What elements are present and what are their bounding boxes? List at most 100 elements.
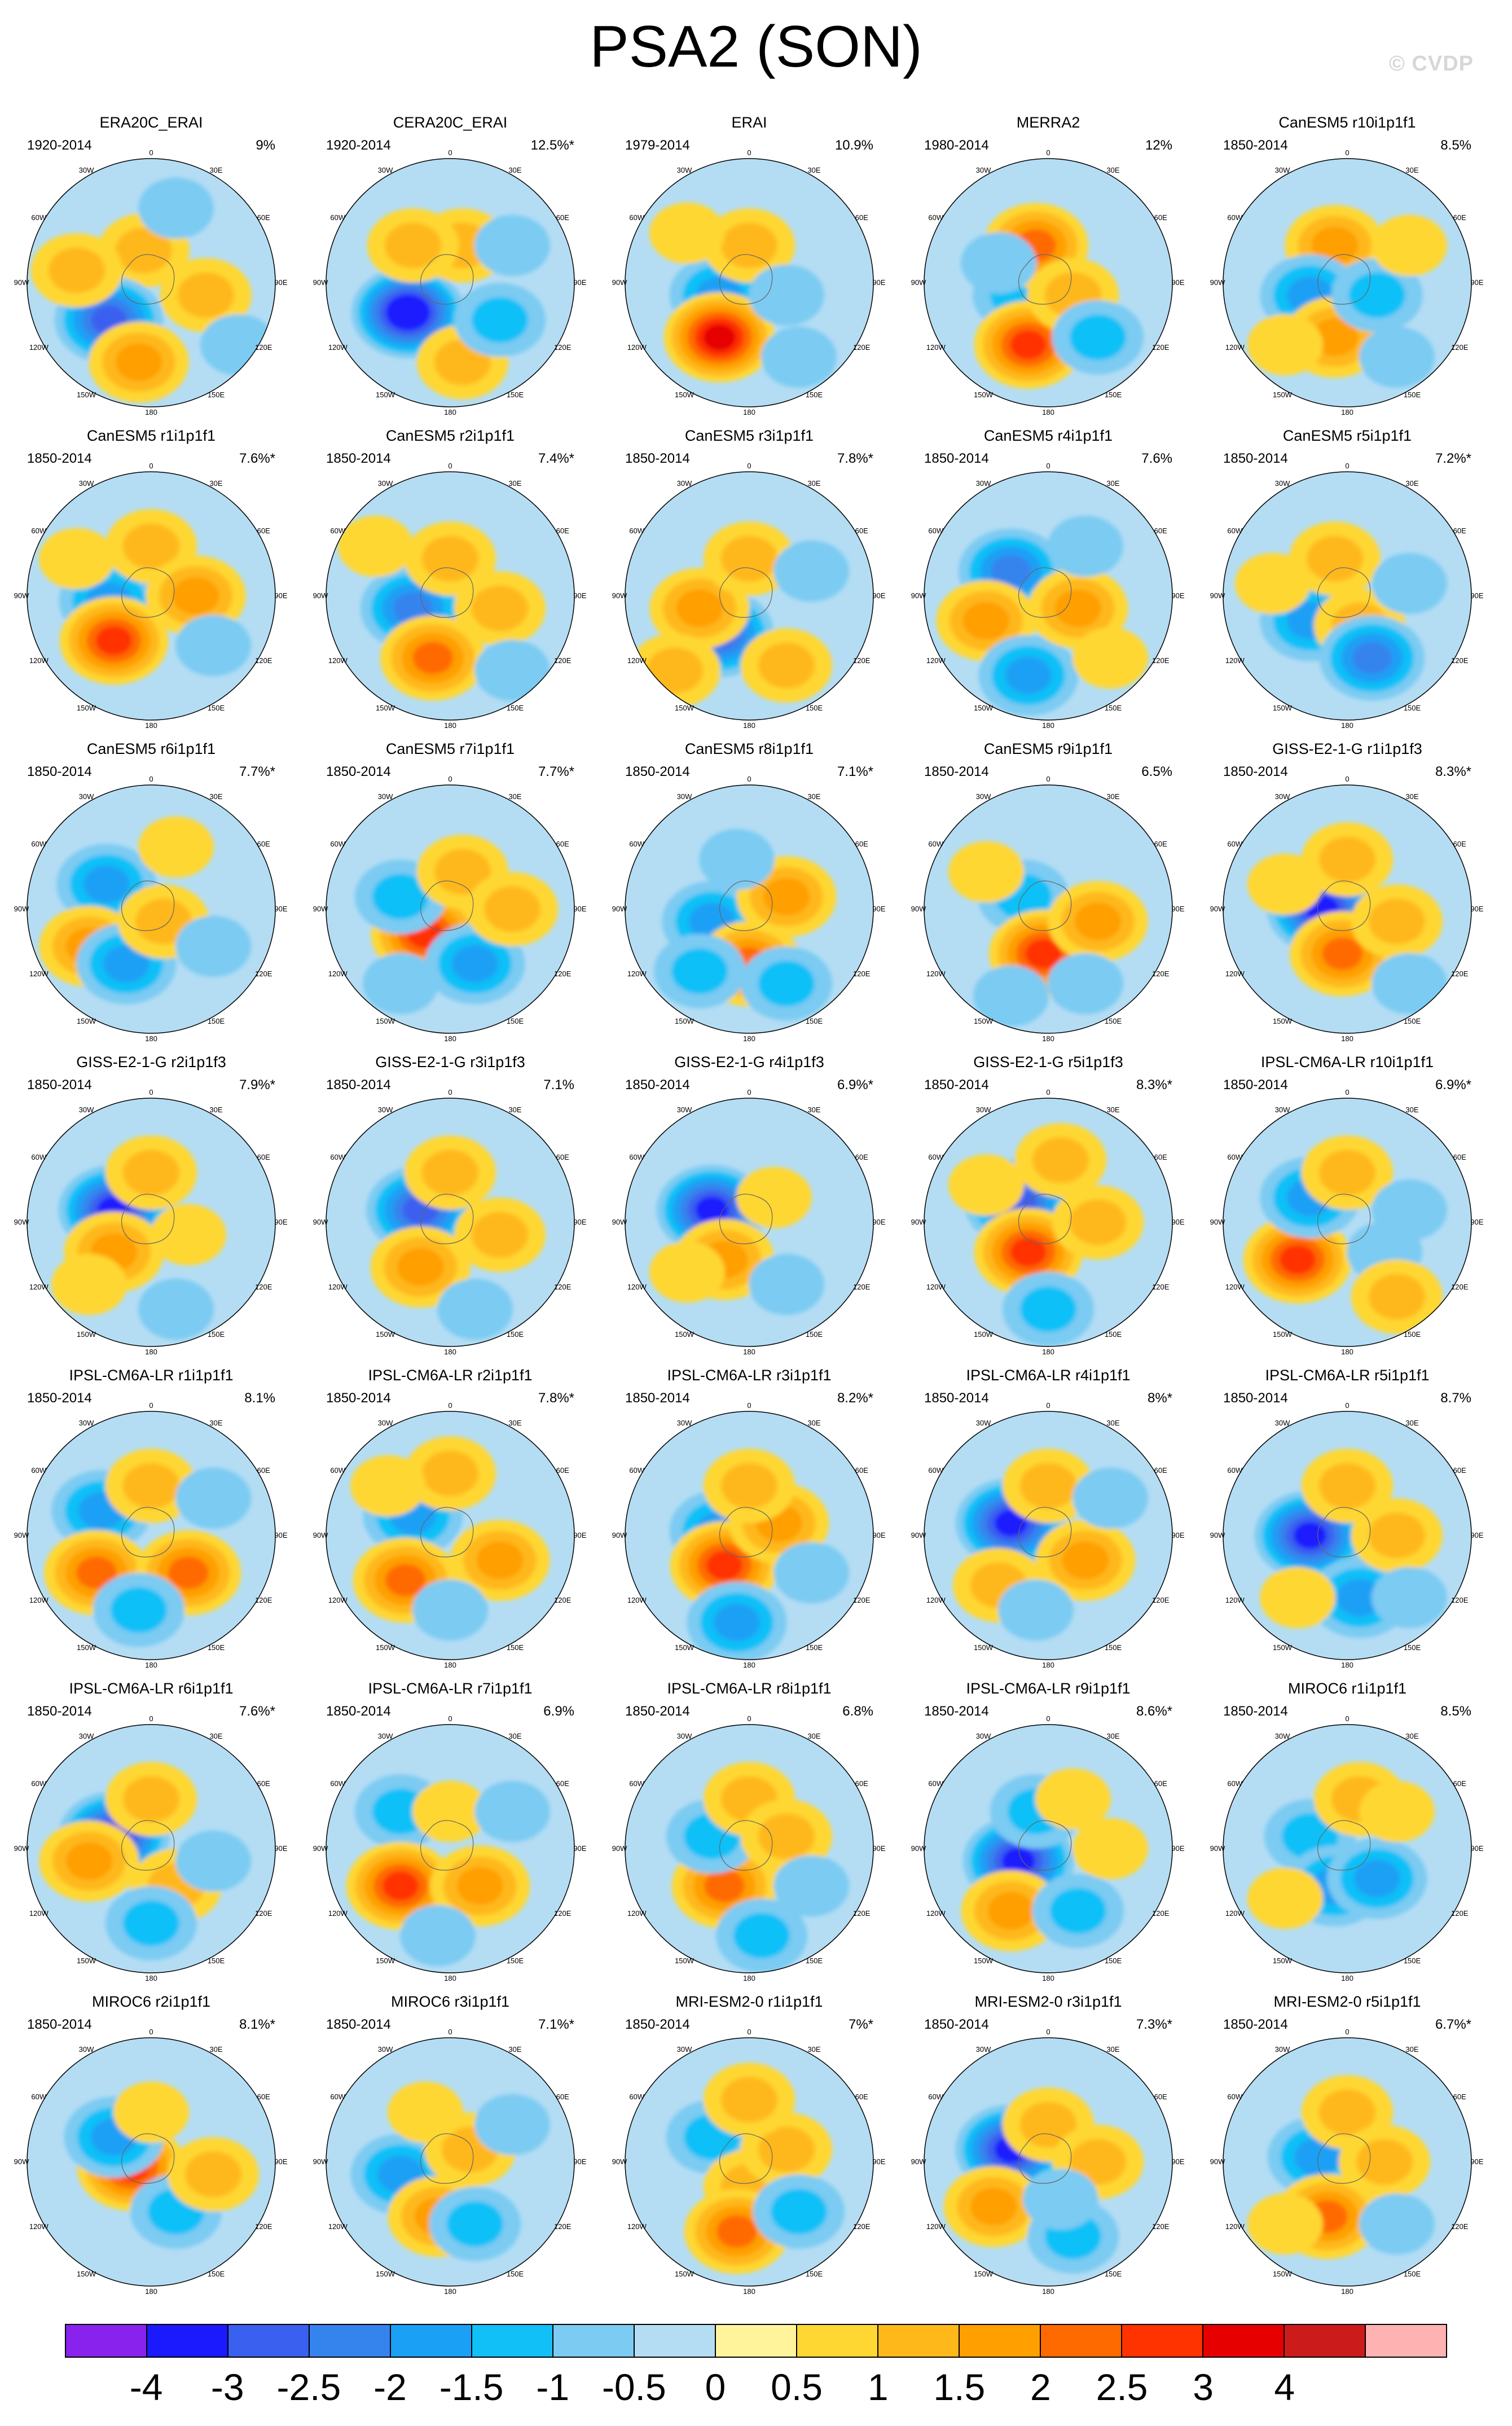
longitude-label: 60E	[556, 1153, 569, 1161]
positive-anomaly-contour	[412, 642, 453, 674]
negative-anomaly-contour	[385, 294, 430, 331]
longitude-label: 30W	[79, 792, 94, 801]
longitude-label: 150W	[1273, 1017, 1293, 1025]
polar-map: 0 30E 60E 90E 120E 150E 180 150W 120W 90W 60W 30W	[14, 2029, 288, 2296]
longitude-label: 60W	[330, 1153, 345, 1161]
longitude-label: 60E	[855, 2092, 868, 2101]
longitude-label: 60W	[1227, 213, 1242, 222]
longitude-label: 150E	[208, 1643, 225, 1652]
map-panel: IPSL-CM6A-LR r2i1p1f1 1850-2014 7.8%* 0 30E 6…	[309, 1366, 591, 1670]
panel-period: 1850-2014	[326, 1704, 391, 1719]
map-border	[326, 1411, 575, 1660]
antarctica-coastline	[420, 567, 474, 618]
panel-variance-percent: 6.7%*	[1435, 2017, 1471, 2032]
positive-anomaly-contour	[434, 849, 491, 895]
longitude-label: 60W	[928, 527, 943, 535]
positive-anomaly-contour	[65, 1842, 113, 1880]
longitude-label: 120W	[328, 343, 348, 352]
negative-anomaly-contour	[472, 297, 528, 343]
map-panel: CanESM5 r6i1p1f1 1850-2014 7.7%* 0 30E 60E 90E…	[10, 739, 292, 1044]
panel-title: IPSL-CM6A-LR r3i1p1f1	[667, 1367, 832, 1384]
longitude-label: 0	[448, 1090, 452, 1096]
longitude-label: 120E	[1451, 656, 1469, 665]
positive-anomaly-contour	[1280, 1245, 1316, 1274]
positive-anomaly-contour	[484, 886, 540, 932]
map-panel: MIROC6 r3i1p1f1 1850-2014 7.1%* 0 30E 60E 90E 1…	[309, 1992, 591, 2297]
longitude-label: 90E	[573, 591, 586, 600]
panel-period: 1920-2014	[326, 138, 391, 153]
panel-period: 1979-2014	[625, 138, 690, 153]
longitude-label: 180	[444, 721, 456, 730]
positive-anomaly-contour	[185, 2151, 241, 2197]
antarctica-coastline	[1317, 1507, 1371, 1558]
longitude-label: 60W	[629, 1779, 644, 1788]
longitude-label: 60E	[1154, 1466, 1167, 1475]
negative-anomaly-contour	[474, 2094, 550, 2156]
longitude-label: 60E	[1154, 1779, 1167, 1788]
polar-map: 0 30E 60E 90E 120E 150E 180 150W 120W 90W 60W 30W	[313, 1090, 587, 1356]
map-border	[326, 784, 575, 1034]
longitude-label: 30E	[508, 479, 521, 488]
panel-title: ERA20C_ERAI	[99, 114, 203, 131]
longitude-label: 60E	[257, 840, 270, 848]
panel-period: 1850-2014	[1223, 1390, 1288, 1406]
positive-anomaly-contour	[706, 1551, 742, 1580]
longitude-label: 120E	[554, 2222, 572, 2231]
longitude-label: 30E	[1405, 166, 1418, 174]
antarctica-coastline	[719, 1194, 773, 1244]
negative-anomaly-contour	[1049, 1888, 1106, 1934]
longitude-label: 30W	[1275, 166, 1290, 174]
polar-map: 0 30E 60E 90E 120E 150E 180 150W 120W 90W 60W 30W	[911, 1090, 1185, 1356]
colorbar-swatch	[1041, 2325, 1122, 2357]
longitude-label: 60W	[1227, 840, 1242, 848]
panel-variance-percent: 7.1%	[543, 1077, 574, 1093]
polar-map: 0 30E 60E 90E 120E 150E 180 150W 120W 90W 60W 30W	[612, 150, 886, 416]
map-border	[625, 784, 874, 1034]
polar-map: 0 30E 60E 90E 120E 150E 180 150W 120W 90W 60W 30W	[14, 1403, 288, 1669]
longitude-label: 150W	[376, 1330, 395, 1339]
polar-map: 0 30E 60E 90E 120E 150E 180 150W 120W 90W 60W 30W	[1210, 1403, 1484, 1669]
antarctica-coastline	[420, 254, 474, 305]
longitude-label: 120E	[255, 2222, 272, 2231]
longitude-label: 30E	[807, 1105, 820, 1114]
positive-anomaly-contour	[721, 1463, 777, 1509]
longitude-label: 150E	[1105, 391, 1122, 399]
longitude-label: 120E	[1152, 1909, 1170, 1918]
negative-anomaly-contour	[1020, 1286, 1076, 1332]
panel-period: 1850-2014	[326, 2017, 391, 2032]
polar-map: 0 30E 60E 90E 120E 150E 180 150W 120W 90W 60W 30W	[911, 1403, 1185, 1669]
longitude-label: 180	[444, 408, 456, 416]
longitude-label: 30E	[209, 2045, 222, 2054]
longitude-label: 150E	[806, 2270, 823, 2278]
longitude-label: 90W	[14, 905, 29, 913]
longitude-label: 30W	[976, 1419, 991, 1427]
longitude-label: 120E	[554, 343, 572, 352]
longitude-label: 90E	[573, 1531, 586, 1539]
positive-anomaly-contour	[1311, 318, 1359, 357]
negative-anomaly-contour	[671, 948, 728, 994]
longitude-label: 30W	[79, 1105, 94, 1114]
colorbar-tick-label: 3	[1193, 2366, 1214, 2408]
longitude-label: 60W	[629, 840, 644, 848]
longitude-label: 60E	[1154, 2092, 1167, 2101]
longitude-label: 30W	[677, 2045, 692, 2054]
antarctica-coastline	[1018, 1194, 1072, 1244]
antarctica-coastline	[420, 2133, 474, 2184]
longitude-label: 90W	[313, 1844, 328, 1853]
longitude-label: 60E	[556, 1466, 569, 1475]
map-panel: ERA20C_ERAI 1920-2014 9% 0 30E 60E 90E 120E 150E…	[10, 113, 292, 418]
positive-anomaly-contour	[1319, 1463, 1375, 1509]
longitude-label: 30E	[1405, 1732, 1418, 1740]
panel-title: GISS-E2-1-G r5i1p1f3	[973, 1054, 1123, 1071]
longitude-label: 60W	[1227, 1466, 1242, 1475]
longitude-label: 90E	[1171, 1218, 1184, 1226]
longitude-label: 60E	[556, 2092, 569, 2101]
longitude-label: 120W	[29, 343, 49, 352]
longitude-label: 30W	[1275, 1419, 1290, 1427]
panel-period: 1850-2014	[27, 451, 92, 466]
longitude-label: 60W	[928, 1779, 943, 1788]
positive-anomaly-contour	[123, 1463, 179, 1509]
panel-variance-percent: 8%*	[1147, 1390, 1172, 1406]
longitude-label: 150E	[1404, 1017, 1421, 1025]
longitude-label: 180	[1341, 1034, 1353, 1043]
